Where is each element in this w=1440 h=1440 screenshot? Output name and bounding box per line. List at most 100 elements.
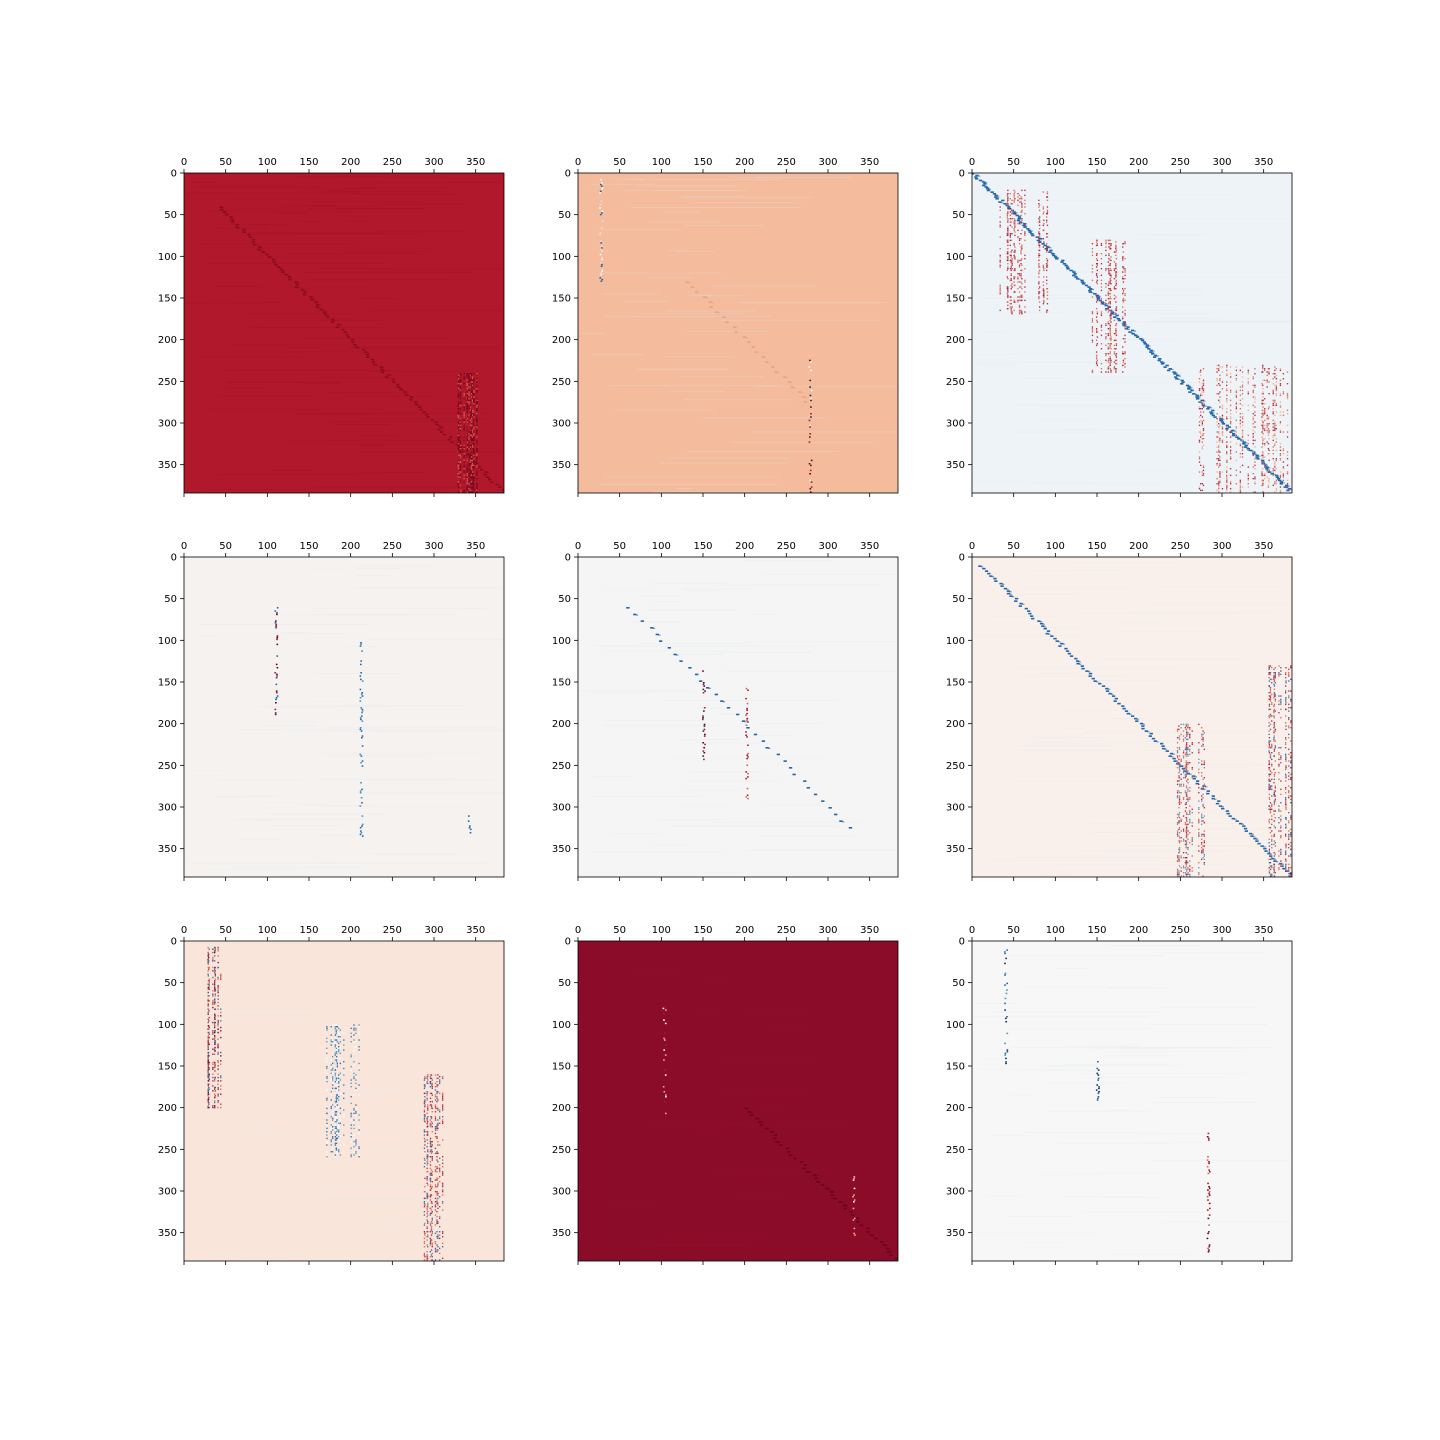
heatmap-cell <box>1074 657 1078 660</box>
heatmap-cell <box>463 489 465 492</box>
x-tick-label: 200 <box>341 541 360 552</box>
heatmap-cell <box>1009 224 1011 227</box>
heatmap-cell <box>708 301 713 303</box>
heatmap-cell <box>682 789 742 791</box>
heatmap-cell <box>1283 486 1287 488</box>
heatmap-cell <box>1284 858 1287 861</box>
heatmap-cell <box>460 461 462 463</box>
heatmap-cell <box>1009 593 1012 595</box>
heatmap-cell <box>1241 416 1244 418</box>
heatmap-cell <box>244 1258 288 1260</box>
heatmap-cell <box>1202 389 1205 392</box>
heatmap-cell <box>1110 359 1112 362</box>
heatmap-cell <box>1274 481 1276 483</box>
heatmap-cell <box>1021 603 1025 605</box>
heatmap-cell <box>286 730 447 732</box>
heatmap-cell <box>1268 692 1270 694</box>
heatmap-cell <box>1262 453 1264 455</box>
heatmap-cell <box>1200 489 1202 492</box>
heatmap-cell <box>1184 867 1187 869</box>
heatmap-cell <box>1271 840 1273 842</box>
heatmap-cell <box>1091 279 1094 282</box>
heatmap-cell <box>1184 753 1187 756</box>
heatmap-cell <box>368 309 504 311</box>
heatmap-cell <box>1178 780 1180 782</box>
heatmap-cell <box>1009 193 1011 195</box>
heatmap-cell <box>1184 857 1187 859</box>
heatmap-cell <box>469 404 472 407</box>
heatmap-cell <box>457 433 459 435</box>
heatmap-cell <box>1124 258 1126 260</box>
heatmap-cell <box>1270 473 1274 475</box>
heatmap-cell <box>208 1051 210 1054</box>
heatmap-cell <box>1115 244 1117 247</box>
heatmap-cell <box>1042 224 1045 227</box>
heatmap-cell <box>1206 408 1210 410</box>
heatmap-cell <box>1279 384 1282 387</box>
heatmap-cell <box>212 990 214 992</box>
heatmap-cell <box>1095 339 1179 340</box>
x-tick-label: 350 <box>860 157 879 168</box>
heatmap-cell <box>1182 768 1185 771</box>
heatmap-cell <box>751 346 755 348</box>
heatmap-cell <box>217 1061 219 1064</box>
heatmap-cell <box>1251 450 1255 452</box>
x-tick-label: 300 <box>818 157 837 168</box>
heatmap-cell <box>1018 311 1021 313</box>
heatmap-cell <box>1187 770 1189 772</box>
heatmap-cell <box>353 565 432 567</box>
heatmap-cell <box>1219 396 1221 398</box>
heatmap-cell <box>1038 286 1041 288</box>
heatmap-cell <box>1268 788 1271 791</box>
heatmap-cell <box>476 389 478 392</box>
heatmap-cell <box>1189 797 1191 799</box>
heatmap-cell <box>267 256 272 258</box>
heatmap-cell <box>1268 733 1270 736</box>
heatmap-cell <box>470 459 473 462</box>
heatmap-cell <box>1173 373 1177 375</box>
heatmap-cell <box>1100 329 1103 332</box>
heatmap-cell <box>1210 413 1214 415</box>
heatmap-cell <box>1290 678 1292 681</box>
heatmap-cell <box>1108 243 1110 245</box>
heatmap-cell <box>1014 246 1016 248</box>
heatmap-cell <box>1269 755 1272 757</box>
heatmap-cell <box>1113 319 1116 322</box>
heatmap-cell <box>463 421 465 423</box>
heatmap-cell <box>336 1064 339 1066</box>
heatmap-cell <box>1268 416 1270 418</box>
heatmap-cell <box>1280 758 1282 761</box>
heatmap-cell <box>502 491 504 493</box>
heatmap-cell <box>208 1066 210 1069</box>
heatmap-cell <box>274 622 277 624</box>
heatmap-cell <box>601 210 604 212</box>
heatmap-cell <box>1201 823 1203 826</box>
heatmap-cell <box>1185 852 1187 854</box>
heatmap-cell <box>351 341 355 343</box>
heatmap-cell <box>469 409 472 412</box>
heatmap-cell <box>1200 436 1202 438</box>
heatmap-cell <box>213 1035 216 1037</box>
heatmap-cell <box>1198 471 1201 473</box>
heatmap-cell <box>1284 852 1287 854</box>
heatmap-cell <box>1251 833 1254 835</box>
heatmap-cell <box>1282 373 1285 375</box>
heatmap-cell <box>1100 268 1103 270</box>
heatmap-cell <box>1268 745 1271 747</box>
heatmap-cell <box>457 438 460 440</box>
heatmap-cell <box>399 387 402 389</box>
heatmap-cell <box>1021 311 1023 313</box>
heatmap-cell <box>457 404 459 407</box>
heatmap-cell <box>1275 449 1278 452</box>
heatmap-cell <box>295 283 299 286</box>
heatmap-cell <box>207 1091 210 1094</box>
heatmap-cell <box>1185 832 1188 834</box>
heatmap-cell <box>230 221 235 223</box>
heatmap-cell <box>1286 424 1289 427</box>
heatmap-cell <box>1038 216 1041 218</box>
heatmap-cell <box>1229 453 1232 455</box>
x-tick-label: 100 <box>1046 157 1065 168</box>
heatmap-cell <box>1288 868 1290 871</box>
heatmap-cell <box>466 418 469 420</box>
heatmap-cell <box>1108 271 1110 273</box>
